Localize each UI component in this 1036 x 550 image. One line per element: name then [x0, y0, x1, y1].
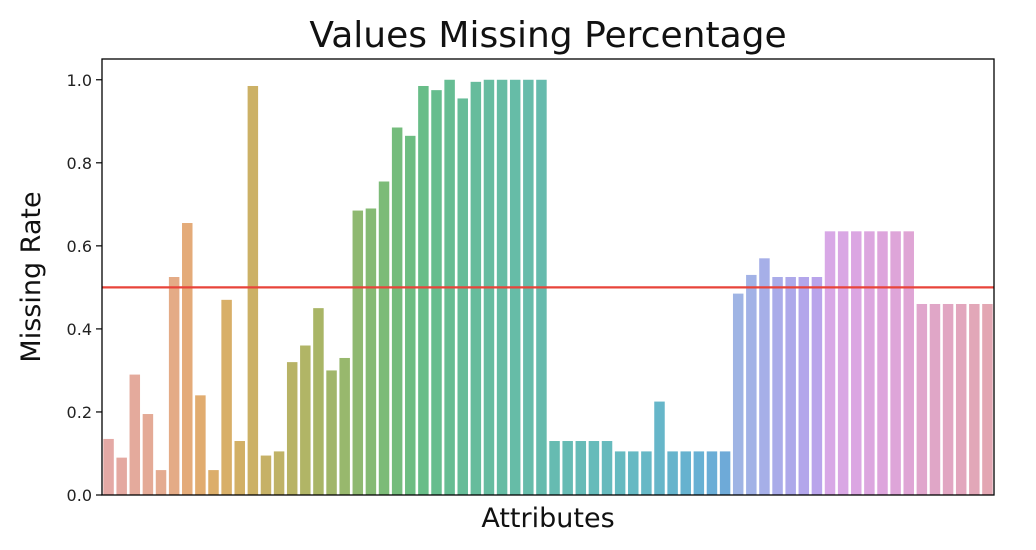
- bar: [549, 441, 560, 495]
- bar: [955, 303, 967, 495]
- y-tick-label: 0.4: [67, 320, 92, 339]
- bar: [313, 308, 324, 495]
- bar: [562, 441, 573, 495]
- bar: [286, 362, 298, 495]
- bar: [260, 455, 272, 495]
- bar: [208, 470, 219, 495]
- bar: [890, 231, 901, 495]
- bar: [221, 299, 232, 495]
- bar: [418, 85, 429, 496]
- bar: [785, 277, 796, 495]
- y-tick-label: 0.0: [67, 486, 92, 505]
- bar: [182, 223, 193, 495]
- bar: [339, 357, 350, 495]
- bar: [929, 303, 941, 495]
- bar: [588, 441, 600, 495]
- y-tick-label: 1.0: [67, 71, 92, 90]
- bar: [155, 470, 167, 495]
- bar: [352, 210, 364, 495]
- bar: [851, 231, 862, 495]
- bar: [942, 303, 954, 495]
- bar: [601, 441, 613, 495]
- bar: [746, 274, 757, 495]
- bar: [168, 277, 180, 495]
- bar: [759, 258, 770, 495]
- bar: [667, 451, 678, 495]
- bar: [405, 135, 416, 495]
- x-axis-label: Attributes: [481, 503, 614, 534]
- bar: [837, 231, 849, 495]
- bar: [969, 303, 980, 495]
- bar: [693, 451, 705, 495]
- bar: [719, 451, 731, 495]
- chart-title: Values Missing Percentage: [309, 15, 786, 56]
- bar: [195, 395, 206, 495]
- y-tick-label: 0.2: [67, 403, 92, 422]
- bar: [142, 414, 154, 495]
- bar: [326, 370, 337, 495]
- bar: [365, 208, 377, 496]
- bar: [103, 438, 114, 495]
- bar: [824, 231, 836, 495]
- bar: [982, 303, 993, 495]
- bar: [628, 451, 639, 495]
- y-axis-label: Missing Rate: [16, 191, 47, 362]
- bar: [811, 277, 823, 495]
- bar: [864, 231, 875, 495]
- bar: [273, 451, 285, 495]
- bar: [916, 303, 928, 495]
- bar: [798, 277, 810, 495]
- bar: [457, 98, 468, 495]
- bar: [680, 451, 691, 495]
- bar: [772, 277, 783, 495]
- bar: [129, 374, 141, 495]
- bar: [903, 231, 914, 495]
- bar: [300, 345, 311, 495]
- bar: [575, 441, 587, 495]
- bar: [391, 127, 403, 495]
- bar: [431, 90, 442, 495]
- bar: [247, 85, 259, 496]
- bar: [706, 451, 718, 495]
- bar: [614, 451, 626, 495]
- bar: [732, 293, 744, 495]
- bar: [234, 441, 245, 495]
- y-tick-label: 0.8: [67, 154, 92, 173]
- y-tick-label: 0.6: [67, 237, 92, 256]
- y-axis-ticks: 0.0 0.2 0.4 0.6 0.8 1.0: [67, 71, 102, 505]
- bar: [378, 181, 390, 495]
- bar: [116, 457, 127, 495]
- bar: [877, 231, 888, 495]
- bar: [654, 401, 665, 495]
- bar: [641, 451, 652, 495]
- plot-frame: [101, 58, 995, 496]
